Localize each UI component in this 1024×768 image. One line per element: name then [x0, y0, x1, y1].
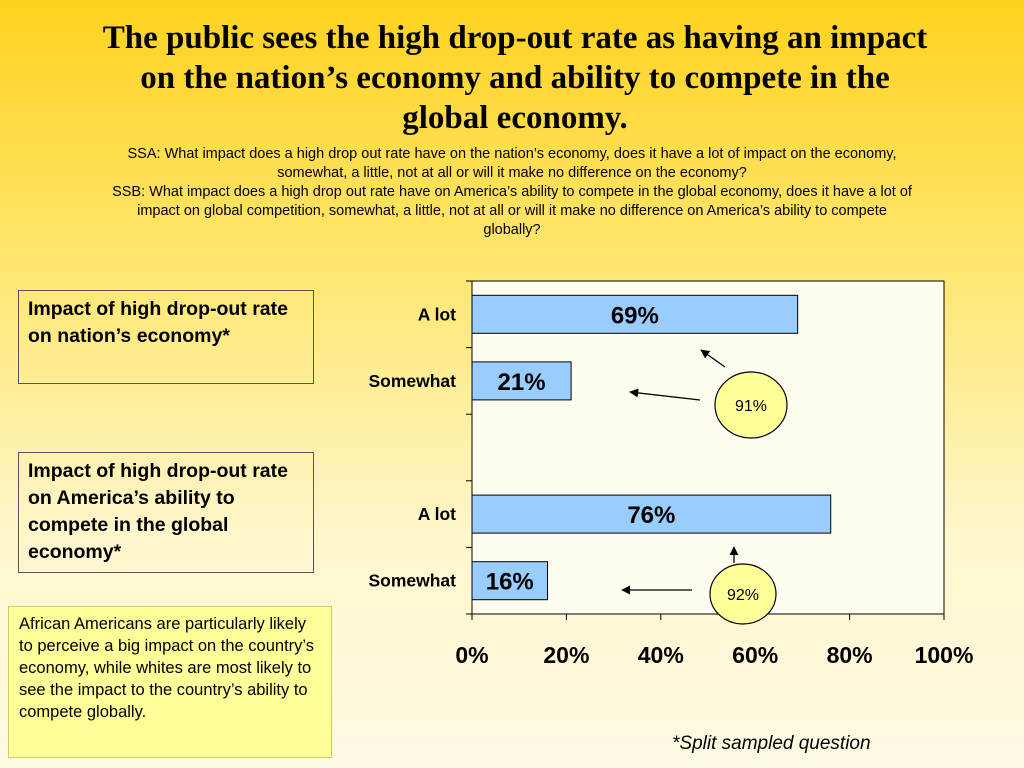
callout-label: 92% [727, 587, 759, 604]
bar [471, 561, 549, 601]
slide-title: The public sees the high drop-out rate a… [60, 18, 970, 138]
title-line: on the nation’s economy and ability to c… [140, 60, 890, 96]
category-label: A lot [418, 504, 456, 524]
plot-area [471, 280, 945, 615]
callout-bubble [714, 371, 788, 439]
title-line: The public sees the high drop-out rate a… [102, 20, 928, 56]
note-box: African Americans are particularly likel… [8, 606, 332, 758]
bar-value-label: 16% [486, 569, 534, 596]
bar-value-label: 76% [627, 502, 675, 529]
question-line: impact on global competition, somewhat, … [137, 203, 887, 219]
title-line: global economy. [402, 100, 628, 136]
category-label: A lot [418, 304, 456, 324]
bar-value-label: 69% [611, 302, 659, 329]
category-label: Somewhat [368, 571, 456, 591]
question-text: SSA: What impact does a high drop out ra… [20, 145, 1004, 240]
callout-bubble [709, 563, 777, 625]
callout-label: 91% [735, 398, 767, 415]
x-tick-label: 60% [732, 642, 778, 668]
x-tick-label: 0% [455, 642, 488, 668]
x-tick-label: 100% [915, 642, 974, 668]
question-line: SSB: What impact does a high drop out ra… [112, 184, 912, 200]
category-label: Somewhat [368, 371, 456, 391]
bar [471, 361, 572, 401]
question-line: globally? [483, 222, 541, 238]
bar-value-label: 21% [498, 369, 546, 396]
economy-label-box: Impact of high drop-out rate on nation’s… [18, 290, 314, 384]
callout-arrow [700, 349, 726, 368]
question-line: SSA: What impact does a high drop out ra… [127, 146, 897, 162]
bar [471, 294, 799, 334]
x-tick-label: 40% [638, 642, 684, 668]
question-line: somewhat, a little, not at all or will i… [277, 165, 747, 181]
bar [471, 494, 832, 534]
competition-label-box: Impact of high drop-out rate on America’… [18, 452, 314, 573]
footnote: *Split sampled question [672, 733, 871, 754]
x-tick-label: 20% [543, 642, 589, 668]
x-tick-label: 80% [827, 642, 873, 668]
callout-arrow [629, 388, 701, 401]
